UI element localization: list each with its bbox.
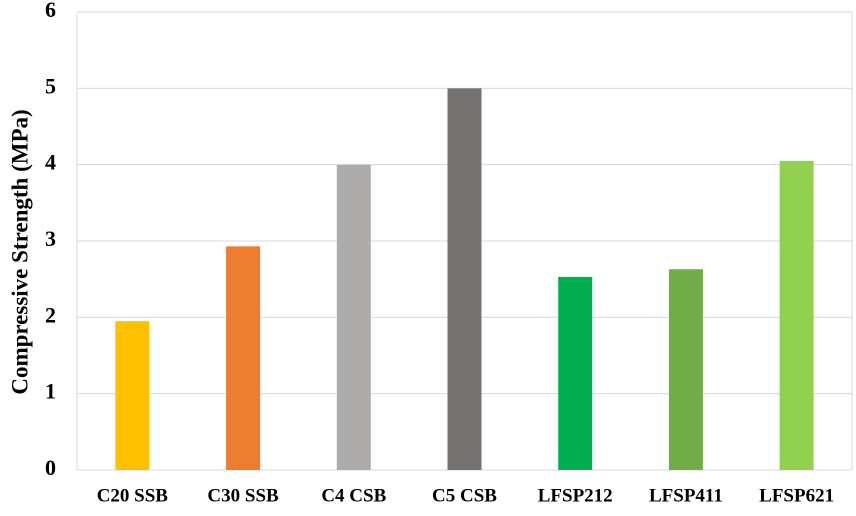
x-category-label: LFSP411 (649, 485, 723, 506)
bar (447, 88, 482, 470)
bar (115, 321, 150, 470)
y-tick-label: 3 (45, 226, 56, 251)
bars (115, 88, 814, 470)
x-category-labels: C20 SSB C30 SSB C4 CSB C5 CSB LFSP212 LFSP411… (97, 485, 834, 506)
bar (779, 160, 814, 470)
y-axis-title: Compressive Strength (MPa) (7, 109, 32, 394)
x-category-label: LFSP621 (759, 485, 834, 506)
x-category-label: LFSP212 (538, 485, 613, 506)
y-tick-label: 0 (45, 455, 56, 480)
x-category-label: C30 SSB (207, 485, 279, 506)
bar (668, 269, 703, 470)
y-tick-labels: 0 1 2 3 4 5 6 (45, 0, 56, 480)
y-tick-label: 5 (45, 73, 56, 98)
x-category-label: C20 SSB (97, 485, 169, 506)
x-category-label: C4 CSB (321, 485, 386, 506)
y-tick-label: 2 (45, 302, 56, 327)
bar (336, 164, 371, 470)
y-tick-label: 6 (45, 0, 56, 22)
y-tick-label: 1 (45, 379, 56, 404)
x-category-label: C5 CSB (432, 485, 497, 506)
y-tick-label: 4 (45, 150, 56, 175)
bar (558, 276, 593, 470)
bar (226, 246, 261, 470)
